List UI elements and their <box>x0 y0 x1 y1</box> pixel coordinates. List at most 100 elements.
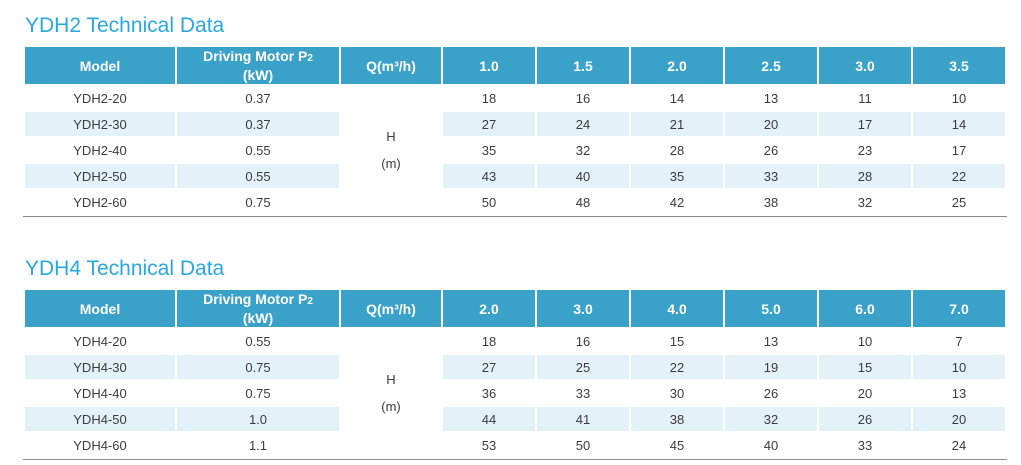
col-header-flow-value: 2.0 <box>443 290 535 327</box>
motor-header-line1: Driving Motor P2 <box>177 291 339 310</box>
value-cell: 24 <box>913 433 1005 457</box>
model-cell: YDH4-60 <box>25 433 175 457</box>
ydh2-section: YDH2 Technical Data Model Driving Motor … <box>23 14 1021 217</box>
motor-header-line1: Driving Motor P2 <box>177 48 339 67</box>
value-cell: 23 <box>819 138 911 162</box>
value-cell: 17 <box>913 138 1005 162</box>
model-cell: YDH2-40 <box>25 138 175 162</box>
value-cell: 30 <box>631 381 723 405</box>
value-cell: 24 <box>537 112 629 136</box>
value-cell: 32 <box>819 190 911 214</box>
value-cell: 14 <box>631 86 723 110</box>
value-cell: 33 <box>537 381 629 405</box>
col-header-flow: Q(m³/h) <box>341 290 441 327</box>
value-cell: 38 <box>725 190 817 214</box>
value-cell: 28 <box>631 138 723 162</box>
value-cell: 27 <box>443 355 535 379</box>
value-cell: 15 <box>631 329 723 353</box>
value-cell: 35 <box>631 164 723 188</box>
value-cell: 35 <box>443 138 535 162</box>
power-cell: 1.1 <box>177 433 339 457</box>
value-cell: 13 <box>913 381 1005 405</box>
table-row: YDH2-40 0.55 35 32 28 26 23 17 <box>25 138 1005 162</box>
value-cell: 11 <box>819 86 911 110</box>
power-cell: 0.55 <box>177 164 339 188</box>
model-cell: YDH2-60 <box>25 190 175 214</box>
col-header-flow-value: 6.0 <box>819 290 911 327</box>
motor-prefix: Driving Motor P <box>203 47 308 64</box>
motor-subscript: 2 <box>307 52 313 64</box>
table-row: YDH4-20 0.55 H (m) 18 16 15 13 10 7 <box>25 329 1005 457</box>
table-row: YDH2-30 0.37 27 24 21 20 17 14 <box>25 112 1005 136</box>
col-header-flow-value: 5.0 <box>725 290 817 327</box>
value-cell: 43 <box>443 164 535 188</box>
ydh2-technical-table: Model Driving Motor P2 (kW) Q(m³/h) 1.0 … <box>23 45 1007 216</box>
head-unit-line1: H <box>386 372 396 387</box>
value-cell: 22 <box>631 355 723 379</box>
value-cell: 33 <box>819 433 911 457</box>
col-header-flow-value: 7.0 <box>913 290 1005 327</box>
value-cell: 33 <box>725 164 817 188</box>
value-cell: 32 <box>725 407 817 431</box>
power-cell: 0.37 <box>177 86 339 110</box>
value-cell: 14 <box>913 112 1005 136</box>
value-cell: 48 <box>537 190 629 214</box>
value-cell: 16 <box>537 86 629 110</box>
power-cell: 0.55 <box>177 329 339 353</box>
power-cell: 0.75 <box>177 190 339 214</box>
head-unit-line2: (m) <box>381 156 401 171</box>
value-cell: 26 <box>725 138 817 162</box>
value-cell: 15 <box>819 355 911 379</box>
table-row: YDH2-20 0.37 H (m) 18 16 14 13 11 10 <box>25 86 1005 214</box>
value-cell: 22 <box>913 164 1005 188</box>
ydh2-table-wrap: Model Driving Motor P2 (kW) Q(m³/h) 1.0 … <box>23 45 1007 217</box>
value-cell: 40 <box>537 164 629 188</box>
value-cell: 26 <box>819 407 911 431</box>
value-cell: 28 <box>819 164 911 188</box>
table-row: YDH4-60 1.1 53 50 45 40 33 24 <box>25 433 1005 457</box>
section-title-ydh4: YDH4 Technical Data <box>25 257 225 280</box>
value-cell: 45 <box>631 433 723 457</box>
col-header-driving-motor: Driving Motor P2 (kW) <box>177 290 339 327</box>
value-cell: 7 <box>913 329 1005 353</box>
value-cell: 25 <box>913 190 1005 214</box>
model-cell: YDH4-20 <box>25 329 175 353</box>
table-row: YDH4-30 0.75 27 25 22 19 15 10 <box>25 355 1005 379</box>
table-row: YDH2-50 0.55 43 40 35 33 28 22 <box>25 164 1005 188</box>
col-header-flow-value: 2.5 <box>725 47 817 84</box>
value-cell: 40 <box>725 433 817 457</box>
header-row: Model Driving Motor P2 (kW) Q(m³/h) 1.0 … <box>25 47 1005 84</box>
motor-header-line2: (kW) <box>242 309 274 326</box>
value-cell: 20 <box>819 381 911 405</box>
value-cell: 20 <box>913 407 1005 431</box>
motor-subscript: 2 <box>307 295 313 307</box>
col-header-model: Model <box>25 290 175 327</box>
value-cell: 17 <box>819 112 911 136</box>
head-unit-cell: H (m) <box>341 329 441 457</box>
value-cell: 19 <box>725 355 817 379</box>
value-cell: 20 <box>725 112 817 136</box>
ydh4-table-wrap: Model Driving Motor P2 (kW) Q(m³/h) 2.0 … <box>23 288 1007 460</box>
value-cell: 36 <box>443 381 535 405</box>
model-cell: YDH2-50 <box>25 164 175 188</box>
col-header-flow-value: 3.5 <box>913 47 1005 84</box>
value-cell: 26 <box>725 381 817 405</box>
power-cell: 0.75 <box>177 381 339 405</box>
col-header-flow-value: 1.5 <box>537 47 629 84</box>
value-cell: 27 <box>443 112 535 136</box>
value-cell: 25 <box>537 355 629 379</box>
header-row: Model Driving Motor P2 (kW) Q(m³/h) 2.0 … <box>25 290 1005 327</box>
head-unit-line2: (m) <box>381 399 401 414</box>
head-unit-cell: H (m) <box>341 86 441 214</box>
table-row: YDH4-50 1.0 44 41 38 32 26 20 <box>25 407 1005 431</box>
model-cell: YDH2-30 <box>25 112 175 136</box>
col-header-model: Model <box>25 47 175 84</box>
table-row: YDH4-40 0.75 36 33 30 26 20 13 <box>25 381 1005 405</box>
value-cell: 13 <box>725 86 817 110</box>
power-cell: 0.55 <box>177 138 339 162</box>
col-header-flow: Q(m³/h) <box>341 47 441 84</box>
col-header-flow-value: 2.0 <box>631 47 723 84</box>
value-cell: 10 <box>913 355 1005 379</box>
value-cell: 21 <box>631 112 723 136</box>
